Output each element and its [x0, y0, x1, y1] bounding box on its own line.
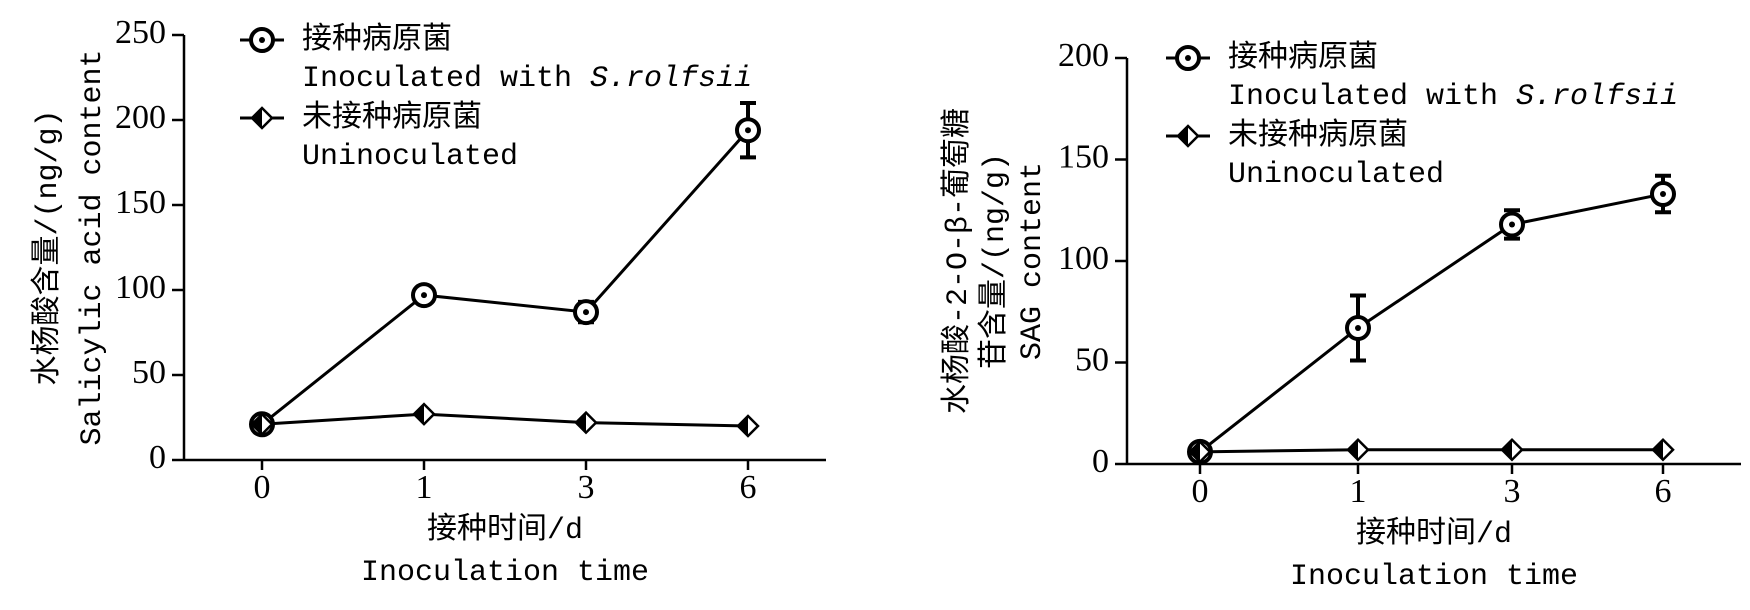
marker-half [1348, 439, 1358, 460]
legend-label: 接种病原菌 [302, 22, 452, 58]
marker-dot [1185, 55, 1191, 61]
x-axis-label: 接种时间/d [1356, 516, 1512, 552]
legend-label: 未接种病原菌 [1228, 118, 1408, 154]
marker-dot [583, 309, 589, 316]
legend-text-part: Uninoculated [302, 140, 518, 174]
y-tick-label: 150 [115, 184, 166, 221]
marker-dot [1509, 221, 1515, 228]
legend-text-part: Uninoculated [1228, 158, 1444, 192]
marker-half [576, 412, 586, 433]
y-axis-label: Salicylic acid content [76, 49, 110, 445]
y-axis-label: 水杨酸含量/(ng/g) [30, 109, 66, 385]
x-axis-label: 接种时间/d [427, 512, 583, 548]
y-tick-label: 50 [1075, 341, 1109, 378]
x-axis-label: Inoculation time [361, 556, 649, 590]
x-tick-label: 6 [1655, 473, 1672, 510]
marker-half [252, 414, 262, 435]
legend-label-en: Inoculated with S.rolfsii [1228, 80, 1678, 114]
legend-label-en: Inoculated with S.rolfsii [302, 62, 752, 96]
marker-dot [421, 292, 427, 299]
x-tick-label: 1 [416, 469, 433, 506]
marker-half [414, 404, 424, 425]
legend-text-part: Inoculated with [302, 62, 572, 96]
x-tick-label: 6 [740, 469, 757, 506]
marker-dot [1355, 324, 1361, 331]
legend-label-en: Uninoculated [302, 140, 518, 174]
y-axis-label: 苷含量/(ng/g) [977, 153, 1013, 369]
marker-half [1178, 126, 1188, 146]
marker-half [252, 108, 262, 128]
x-tick-label: 0 [1192, 473, 1209, 510]
y-axis-label: 水杨酸-2-O-β-葡萄糖 [940, 108, 976, 414]
y-tick-label: 50 [132, 354, 166, 391]
marker-dot [745, 127, 751, 134]
x-tick-label: 0 [254, 469, 271, 506]
legend-label: 未接种病原菌 [302, 100, 482, 136]
y-axis-label: SAG content [1016, 162, 1050, 360]
x-tick-label: 3 [578, 469, 595, 506]
marker-half [1190, 441, 1200, 462]
x-axis-label: Inoculation time [1290, 560, 1578, 594]
marker-dot [259, 37, 265, 43]
series-line [1199, 448, 1663, 454]
y-tick-label: 250 [115, 14, 166, 51]
y-tick-label: 150 [1058, 138, 1109, 175]
y-tick-label: 200 [1058, 37, 1109, 74]
legend-text-part: S.rolfsii [590, 62, 752, 96]
legend-label: 接种病原菌 [1228, 40, 1378, 76]
x-tick-label: 1 [1350, 473, 1367, 510]
series-line [261, 412, 749, 428]
legend-text-part: S.rolfsii [1516, 80, 1678, 114]
y-tick-label: 100 [1058, 240, 1109, 277]
y-tick-label: 200 [115, 99, 166, 136]
marker-half [1653, 439, 1663, 460]
series-line [261, 129, 750, 426]
series-line [1199, 192, 1664, 454]
marker-half [738, 416, 748, 436]
legend-label-en: Uninoculated [1228, 158, 1444, 192]
legend-text-part: Inoculated with [1228, 80, 1498, 114]
y-tick-label: 0 [149, 439, 166, 476]
y-tick-label: 100 [115, 269, 166, 306]
x-tick-label: 3 [1504, 473, 1521, 510]
marker-half [1502, 439, 1512, 460]
y-tick-label: 0 [1092, 443, 1109, 480]
marker-dot [1660, 191, 1666, 198]
